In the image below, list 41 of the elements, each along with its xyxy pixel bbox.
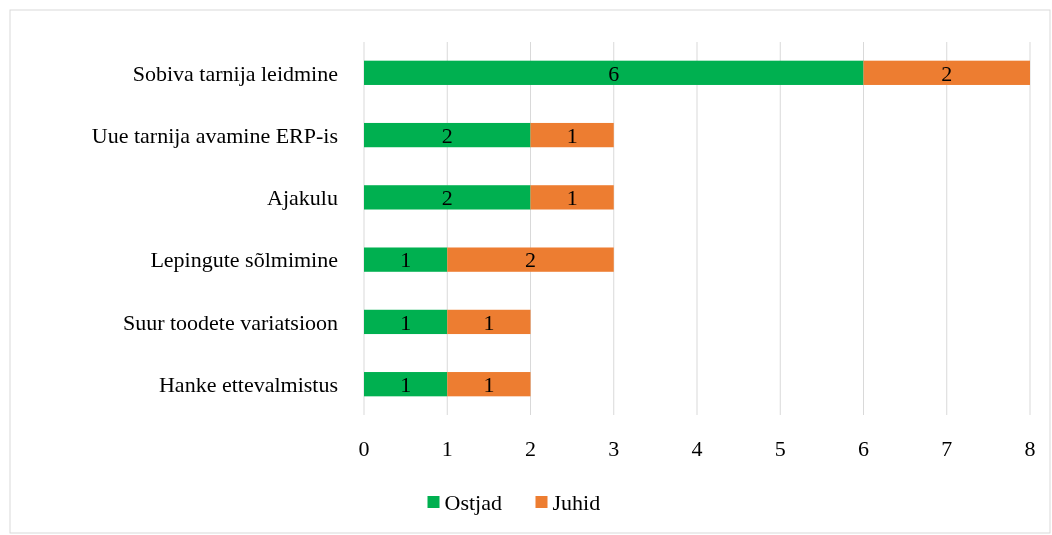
bar	[364, 60, 864, 85]
bar	[364, 247, 448, 272]
data-label: 1	[566, 122, 578, 148]
bar	[447, 247, 614, 272]
bar	[364, 372, 448, 397]
data-label: 1	[483, 371, 495, 397]
data-label: 1	[400, 309, 412, 335]
y-tick-label: Ajakulu	[267, 185, 338, 211]
x-tick-label: 6	[858, 435, 869, 461]
y-tick-label: Hanke ettevalmistus	[158, 371, 338, 397]
data-label: 6	[608, 60, 620, 86]
y-tick-label: Uue tarnija avamine ERP-is	[91, 122, 338, 148]
x-tick-label: 4	[691, 435, 703, 461]
bar	[364, 122, 531, 148]
data-label: 1	[400, 371, 412, 397]
bar	[530, 122, 614, 148]
data-label: 2	[525, 247, 536, 273]
x-tick-label: 7	[941, 435, 953, 461]
data-label: 2	[441, 185, 453, 211]
y-tick-label: Sobiva tarnija leidmine	[132, 60, 338, 86]
data-label: 2	[441, 122, 453, 148]
x-tick-label: 5	[774, 435, 786, 461]
x-tick-label: 2	[525, 435, 536, 461]
x-tick-label: 8	[1024, 435, 1036, 461]
legend-label: Juhid	[552, 489, 601, 515]
legend-label: Ostjad	[444, 489, 502, 515]
bar	[364, 185, 531, 210]
data-label: 1	[566, 185, 578, 211]
bar	[447, 372, 531, 397]
y-tick-label: Suur toodete variatsioon	[122, 309, 338, 335]
data-label: 1	[400, 247, 412, 273]
bar	[863, 60, 1030, 85]
x-tick-label: 0	[358, 435, 370, 461]
bar	[447, 309, 531, 335]
bar	[364, 309, 448, 335]
bar	[530, 185, 614, 210]
x-tick-label: 1	[441, 435, 453, 461]
x-tick-label: 3	[608, 435, 620, 461]
data-label: 2	[941, 60, 953, 86]
y-tick-label: Lepingute sõlmimine	[150, 247, 338, 273]
data-label: 1	[483, 309, 495, 335]
